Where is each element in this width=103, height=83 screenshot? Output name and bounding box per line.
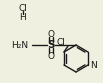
Text: Cl: Cl [19, 3, 27, 13]
Text: N: N [90, 62, 97, 70]
Text: S: S [47, 40, 55, 50]
Text: H: H [20, 13, 26, 21]
Text: Cl: Cl [57, 38, 65, 46]
Text: O: O [47, 51, 54, 61]
Text: H₂N: H₂N [11, 41, 29, 49]
Text: O: O [47, 29, 54, 39]
